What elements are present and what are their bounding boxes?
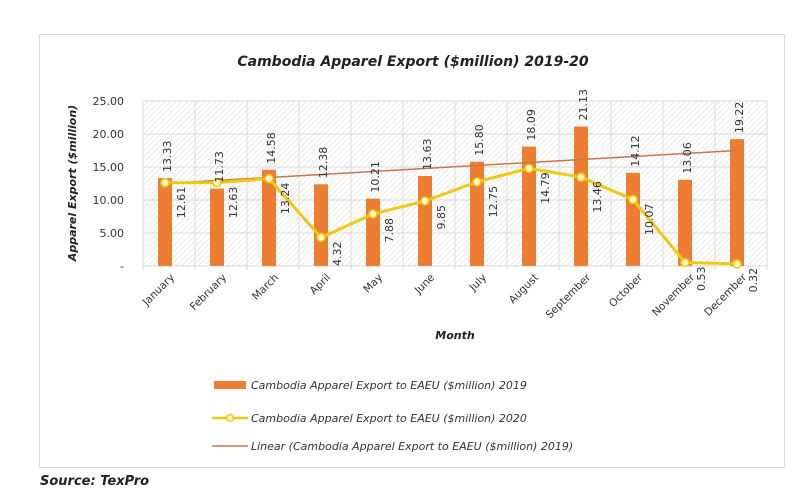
marker-2020 xyxy=(576,172,586,182)
y-tick-label: - xyxy=(120,260,124,273)
data-label-2020: 14.79 xyxy=(539,172,552,204)
data-label-2019: 15.80 xyxy=(473,124,486,156)
legend-swatch-2019-bar xyxy=(214,381,246,389)
marker-2020 xyxy=(420,196,430,206)
bar-2019 xyxy=(522,146,536,266)
y-tick-label: 5.00 xyxy=(100,227,125,240)
bar-2019 xyxy=(626,172,640,266)
marker-2020 xyxy=(212,177,222,188)
legend: Cambodia Apparel Export to EAEU ($millio… xyxy=(212,379,573,453)
bar-2019 xyxy=(366,198,380,266)
marker-2020 xyxy=(160,178,170,188)
x-tick-label: January xyxy=(140,272,177,309)
bar-2019 xyxy=(730,139,744,266)
x-tick-label: April xyxy=(308,272,333,297)
bar-2019 xyxy=(210,188,224,266)
marker-2020 xyxy=(264,173,274,184)
legend-label-2020[interactable]: Cambodia Apparel Export to EAEU ($millio… xyxy=(251,412,527,425)
data-label-2019: 12.38 xyxy=(317,147,330,179)
data-label-2019: 11.73 xyxy=(213,151,226,183)
x-tick-label: July xyxy=(467,272,490,295)
data-label-2019: 21.13 xyxy=(577,89,590,121)
legend-swatch-2020-marker xyxy=(225,413,235,423)
data-label-2020: 12.75 xyxy=(487,186,500,218)
y-tick-label: 20.00 xyxy=(93,128,125,141)
data-label-2020: 13.46 xyxy=(591,181,604,213)
marker-2020 xyxy=(472,177,482,187)
x-tick-label: May xyxy=(361,272,385,296)
data-label-2019: 13.33 xyxy=(161,141,174,173)
marker-2020 xyxy=(524,163,534,174)
data-label-2020: 7.88 xyxy=(383,218,396,243)
bar-2019 xyxy=(574,126,588,267)
bar-2019 xyxy=(418,176,432,266)
data-label-2020: 12.61 xyxy=(175,187,188,219)
data-label-2020: 12.63 xyxy=(227,187,240,219)
bar-2019 xyxy=(470,161,484,266)
x-tick-label: September xyxy=(544,271,594,321)
data-label-2020: 4.32 xyxy=(331,241,344,266)
legend-label-2019[interactable]: Cambodia Apparel Export to EAEU ($millio… xyxy=(251,379,527,392)
x-axis-title: Month xyxy=(435,329,475,342)
x-tick-label: December xyxy=(702,271,749,318)
bar-2019 xyxy=(158,178,172,266)
data-label-2019: 13.06 xyxy=(681,142,694,174)
data-label-2019: 18.09 xyxy=(525,109,538,141)
x-tick-label: October xyxy=(607,271,646,310)
line-2020 xyxy=(164,166,738,266)
y-tick-label: 15.00 xyxy=(93,161,125,174)
marker-2020 xyxy=(316,232,326,243)
source-caption: Source: TexPro xyxy=(40,474,150,489)
x-tick-label: February xyxy=(188,272,229,313)
data-label-2019: 13.63 xyxy=(421,139,434,171)
marker-2020 xyxy=(628,194,638,205)
bar-2019 xyxy=(314,184,328,266)
data-label-2019: 14.12 xyxy=(629,135,642,167)
bar-2019 xyxy=(678,179,692,266)
data-label-2020: 0.53 xyxy=(695,267,708,292)
chart-title: Cambodia Apparel Export ($million) 2019-… xyxy=(237,54,588,70)
bar-2019 xyxy=(262,169,276,266)
y-tick-label: 10.00 xyxy=(93,194,125,207)
marker-2020 xyxy=(732,259,742,269)
x-tick-label: March xyxy=(250,272,281,303)
marker-2020 xyxy=(680,257,690,268)
y-axis-title: Apparel Export ($million) xyxy=(66,105,79,262)
x-tick-label: June xyxy=(412,272,437,297)
data-label-2020: 10.07 xyxy=(643,204,656,236)
data-label-2020: 13.24 xyxy=(279,183,292,215)
data-label-2019: 10.21 xyxy=(369,161,382,193)
legend-label-trendline[interactable]: Linear (Cambodia Apparel Export to EAEU … xyxy=(251,440,573,453)
y-tick-label: 25.00 xyxy=(93,95,125,108)
data-label-2019: 14.58 xyxy=(265,132,278,164)
data-label-2019: 19.22 xyxy=(733,102,746,134)
x-tick-label: August xyxy=(507,272,541,306)
data-label-2020: 9.85 xyxy=(435,205,448,230)
marker-2020 xyxy=(368,209,378,219)
x-tick-label: November xyxy=(650,271,698,319)
data-label-2020: 0.32 xyxy=(747,268,760,293)
